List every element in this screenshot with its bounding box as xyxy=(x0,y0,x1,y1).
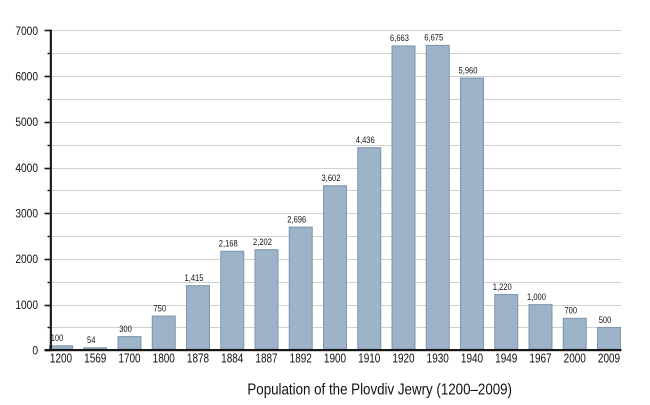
svg-text:0: 0 xyxy=(32,345,38,358)
svg-text:1,415: 1,415 xyxy=(185,273,204,283)
svg-text:1900: 1900 xyxy=(324,352,346,365)
svg-text:1200: 1200 xyxy=(50,352,72,365)
svg-text:54: 54 xyxy=(87,336,96,346)
svg-text:700: 700 xyxy=(564,306,577,316)
svg-text:4,436: 4,436 xyxy=(356,135,375,145)
svg-text:5,960: 5,960 xyxy=(459,66,478,76)
svg-text:500: 500 xyxy=(599,315,612,325)
svg-text:1884: 1884 xyxy=(221,352,243,365)
svg-text:1887: 1887 xyxy=(255,352,277,365)
svg-text:1920: 1920 xyxy=(392,352,414,365)
svg-text:6,663: 6,663 xyxy=(390,34,409,44)
svg-text:2000: 2000 xyxy=(15,254,38,267)
svg-text:1,220: 1,220 xyxy=(493,282,512,292)
svg-text:1910: 1910 xyxy=(358,352,380,365)
svg-text:Population of the Plovdiv Jewr: Population of the Plovdiv Jewry (1200–20… xyxy=(247,382,512,399)
svg-text:1949: 1949 xyxy=(495,352,517,365)
svg-text:2,168: 2,168 xyxy=(219,239,238,249)
svg-text:1878: 1878 xyxy=(187,352,209,365)
svg-text:5000: 5000 xyxy=(15,116,38,129)
svg-text:7000: 7000 xyxy=(15,25,38,38)
svg-text:2,202: 2,202 xyxy=(253,237,272,247)
svg-text:750: 750 xyxy=(153,304,166,314)
svg-text:2000: 2000 xyxy=(564,352,586,365)
svg-text:1700: 1700 xyxy=(118,352,140,365)
svg-text:100: 100 xyxy=(51,334,64,344)
svg-text:4000: 4000 xyxy=(15,162,38,175)
svg-text:3000: 3000 xyxy=(15,208,38,221)
svg-text:1967: 1967 xyxy=(529,352,551,365)
svg-text:1940: 1940 xyxy=(461,352,483,365)
svg-text:3,602: 3,602 xyxy=(322,174,341,184)
svg-text:2,696: 2,696 xyxy=(287,215,306,225)
svg-text:1892: 1892 xyxy=(290,352,312,365)
svg-text:2009: 2009 xyxy=(598,352,620,365)
svg-text:6,675: 6,675 xyxy=(424,33,443,43)
svg-text:1,000: 1,000 xyxy=(527,292,546,302)
svg-text:1800: 1800 xyxy=(153,352,175,365)
svg-text:1569: 1569 xyxy=(84,352,106,365)
svg-text:300: 300 xyxy=(119,324,132,334)
svg-text:1930: 1930 xyxy=(427,352,449,365)
svg-text:6000: 6000 xyxy=(15,71,38,84)
svg-text:1000: 1000 xyxy=(15,299,38,312)
